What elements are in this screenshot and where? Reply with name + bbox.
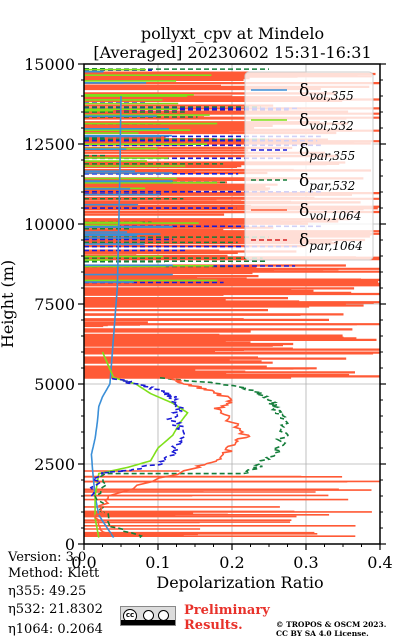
legend-label: δvol,355 [299, 81, 354, 103]
y-axis-label: Height (m) [0, 260, 17, 348]
copyright-line2: CC BY SA 4.0 License. [276, 629, 369, 638]
legend-label: δpar,1064 [299, 231, 363, 253]
eta532-text: η532: 21.8302 [8, 602, 103, 617]
x-tick-label: 0.0 [71, 553, 96, 572]
y-tick-label: 7500 [34, 295, 75, 314]
series-line-4 [94, 376, 251, 536]
y-tick-label: 0 [65, 535, 75, 554]
series-noise-δvol,1064 [84, 470, 380, 537]
y-tick-label: 15000 [24, 55, 75, 74]
series-line-3 [94, 376, 290, 539]
series-line-2 [89, 376, 186, 497]
eta355-text: η355: 49.25 [8, 584, 87, 599]
preliminary-line2: Results. [184, 618, 243, 633]
chart-subtitle: [Averaged] 20230602 15:31-16:31 [93, 43, 372, 62]
y-tick-label: 2500 [34, 455, 75, 474]
y-tick-label: 5000 [34, 375, 75, 394]
legend-label: δvol,532 [299, 111, 354, 133]
copyright-notice: © TROPOS & OSCM 2023. CC BY SA 4.0 Licen… [276, 620, 386, 638]
x-tick-label: 0.3 [293, 553, 318, 572]
legend-label: δpar,532 [299, 171, 355, 193]
series-line-0 [90, 95, 122, 539]
preliminary-line1: Preliminary [184, 603, 270, 618]
series-line-1 [94, 351, 189, 538]
y-tick-label: 10000 [24, 215, 75, 234]
x-axis-label: Depolarization Ratio [156, 573, 323, 592]
legend-box [244, 71, 374, 261]
version-text: Version: 3.0 [8, 550, 87, 565]
legend-label: δvol,1064 [299, 201, 361, 223]
legend-label: δpar,355 [299, 141, 355, 163]
x-tick-label: 0.4 [367, 553, 392, 572]
x-tick-label: 0.1 [145, 553, 170, 572]
eta1064-text: η1064: 0.2064 [8, 622, 103, 637]
y-tick-label: 12500 [24, 135, 75, 154]
copyright-line1: © TROPOS & OSCM 2023. [276, 620, 387, 629]
preliminary-notice: Preliminary Results. [184, 603, 270, 633]
method-text: Method: Klett [8, 566, 100, 581]
chart-title: pollyxt_cpv at Mindelo [140, 24, 325, 43]
x-tick-label: 0.2 [219, 553, 244, 572]
cc-license-logo: cc [120, 606, 176, 626]
